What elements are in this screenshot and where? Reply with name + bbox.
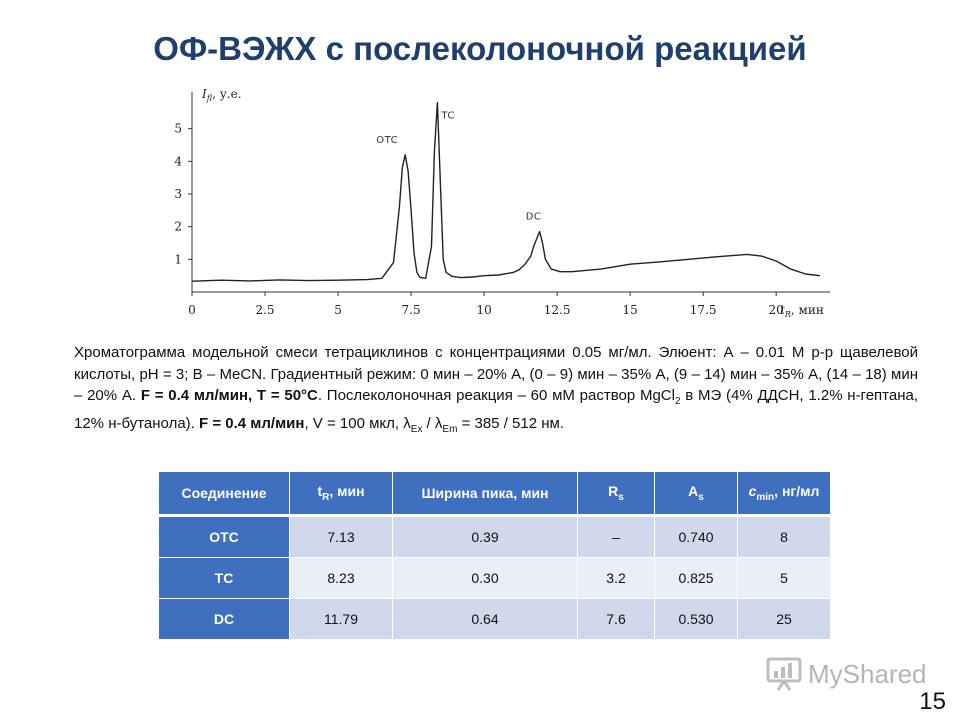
header-peak-width: Ширина пика, мин (392, 472, 578, 517)
caption-sub-mgcl: 2 (674, 396, 681, 407)
cell-width: 0.30 (392, 557, 578, 599)
header-cmin: cmin, нг/мл (737, 472, 831, 517)
x-tick-label: 2.5 (255, 303, 274, 317)
table-row: TC 8.23 0.30 3.2 0.825 5 (159, 557, 831, 599)
cell-rs: 3.2 (577, 557, 655, 599)
table-header-row: Соединение tR, мин Ширина пика, мин Rs A… (159, 472, 831, 517)
cell-as: 0.825 (654, 557, 738, 599)
watermark-logo: MyShared (766, 656, 927, 692)
peak-label-dc: DC (526, 212, 542, 223)
x-tick-label: 20 (769, 303, 784, 317)
table-row: OTC 7.13 0.39 – 0.740 8 (159, 515, 831, 558)
x-tick-label: 12.5 (544, 303, 571, 317)
cell-as: 0.740 (654, 515, 738, 558)
presentation-icon (766, 657, 802, 691)
chart-caption: Хроматограмма модельной смеси тетрацикли… (74, 342, 918, 440)
y-tick-label: 4 (174, 154, 182, 168)
peak-label-tc: TC (440, 111, 455, 122)
x-tick-label: 7.5 (402, 303, 421, 317)
x-tick-label: 10 (476, 303, 491, 317)
caption-text-5: / λ (422, 414, 443, 432)
header-resolution: Rs (577, 472, 655, 517)
page-number: 15 (919, 688, 946, 715)
caption-text-3: в МЭ (4% ДДСН, 1.2% н-гептана, 12% н-бут… (74, 387, 919, 432)
cell-width: 0.64 (392, 598, 578, 640)
header-retention-time: tR, мин (289, 472, 393, 517)
results-table: Соединение tR, мин Ширина пика, мин Rs A… (159, 472, 831, 640)
caption-text-1: Хроматограмма модельной смеси тетрацикли… (74, 344, 918, 404)
caption-sub-em: Em (442, 423, 458, 435)
caption-text-2: . Послеколоночная реакция – 60 мМ раство… (317, 387, 675, 404)
cell-rs: – (577, 515, 655, 558)
cell-tr: 8.23 (289, 557, 393, 599)
x-axis-label: tR, мин (780, 303, 824, 319)
peak-label-otc: OTC (376, 135, 398, 146)
chromatogram-chart: 0 2.5 5 7.5 10 12.5 15 17.5 20 1 2 3 4 5 Ifl, у.е. tR, … (140, 82, 852, 332)
cell-compound: DC (159, 598, 290, 640)
x-tick-label: 17.5 (690, 303, 717, 317)
cell-rs: 7.6 (577, 598, 655, 640)
chromatogram-line (191, 101, 821, 282)
cell-tr: 11.79 (289, 598, 393, 640)
y-tick-label: 1 (174, 252, 182, 266)
header-compound: Соединение (159, 472, 290, 517)
cell-compound: OTC (159, 515, 290, 558)
cell-compound: TC (159, 557, 290, 599)
caption-bold-1: F = 0.4 мл/мин, T = 50°C (140, 387, 318, 404)
cell-as: 0.530 (654, 598, 738, 640)
cell-width: 0.39 (392, 515, 578, 558)
y-tick-label: 5 (174, 122, 182, 136)
cell-tr: 7.13 (289, 515, 393, 558)
y-tick-label: 3 (174, 187, 182, 201)
slide-title: ОФ-ВЭЖХ с послеколоночной реакцией (153, 30, 807, 67)
caption-text-6: = 385 / 512 нм. (457, 414, 564, 432)
caption-text-4: , V = 100 мкл, λ (304, 414, 411, 432)
table-row: DC 11.79 0.64 7.6 0.530 25 (159, 598, 831, 640)
cell-cmin: 5 (737, 557, 831, 599)
x-tick-label: 15 (622, 303, 637, 317)
chromatogram-svg: 0 2.5 5 7.5 10 12.5 15 17.5 20 1 2 3 4 5 Ifl, у.е. tR, … (174, 87, 830, 319)
logo-text: MyShared (808, 658, 927, 689)
y-axis-label: Ifl, у.е. (201, 87, 242, 103)
caption-bold-2: F = 0.4 мл/мин (199, 414, 305, 432)
cell-cmin: 8 (737, 515, 831, 558)
cell-cmin: 25 (737, 598, 831, 640)
y-tick-label: 2 (174, 220, 182, 234)
caption-sub-ex: Ex (410, 423, 423, 435)
x-tick-label: 5 (334, 303, 342, 317)
header-asymmetry: As (654, 472, 738, 517)
x-tick-label: 0 (188, 303, 196, 317)
